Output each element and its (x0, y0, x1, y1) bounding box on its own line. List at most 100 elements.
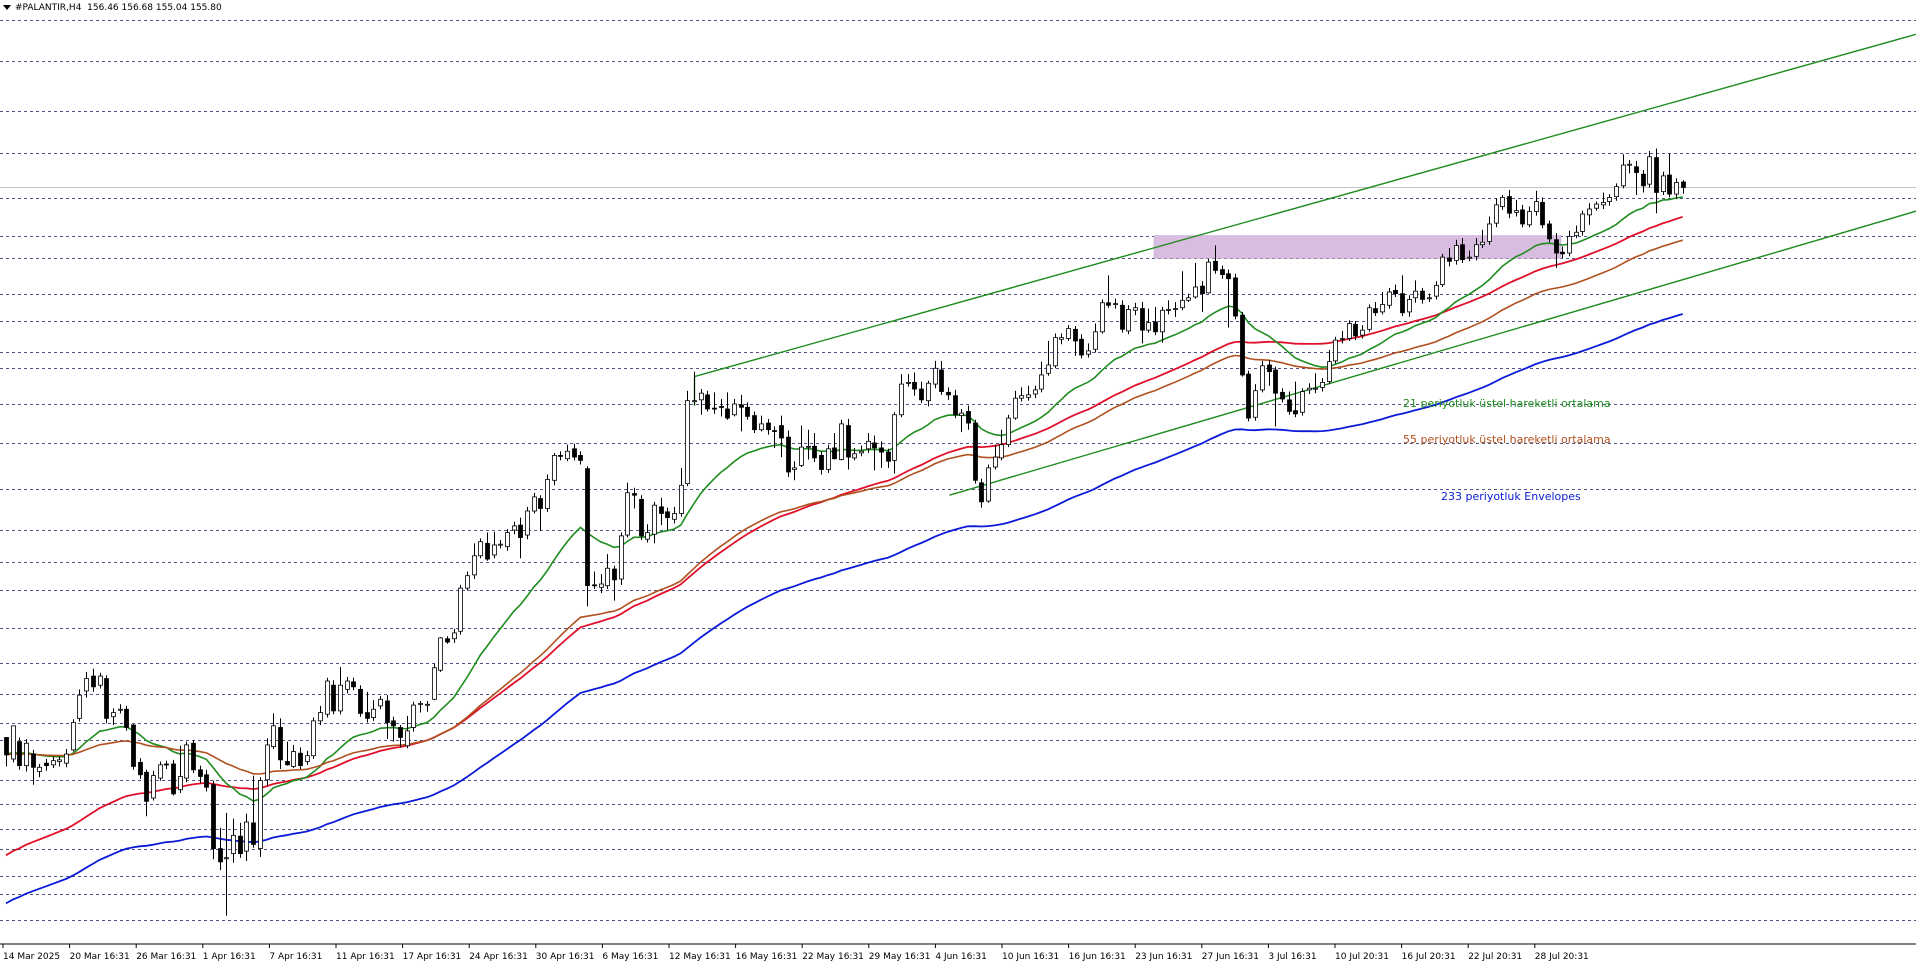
x-tick-label: 3 Jul 16:31 (1268, 952, 1316, 962)
candle-bull (111, 712, 116, 718)
candle-bull (1627, 163, 1632, 166)
candle-bull (993, 456, 998, 468)
candle-bull (1046, 364, 1051, 374)
candle-bull (1607, 197, 1612, 202)
envelopes (5, 215, 1683, 905)
candle-bear (1447, 257, 1452, 262)
candle-bear (872, 442, 877, 449)
candle-bear (752, 415, 757, 431)
candle-bull (926, 382, 931, 402)
candle-bear (1120, 304, 1125, 330)
candle-bear (705, 394, 710, 410)
candle-bull (425, 703, 430, 706)
candles (4, 148, 1686, 916)
candle-bull (291, 751, 296, 767)
candle-bull (512, 525, 517, 531)
envelope-upper-line (5, 215, 1683, 857)
candle-bull (806, 445, 811, 448)
dropdown-triangle-icon[interactable] (3, 5, 11, 10)
candle-bull (625, 492, 630, 536)
x-tick-label: 16 May 16:31 (736, 952, 798, 962)
candle-bull (1186, 297, 1191, 301)
candle-bull (1567, 236, 1572, 254)
candle-bear (1560, 251, 1565, 255)
candle-bear (1293, 410, 1298, 415)
candle-bear (1400, 293, 1405, 314)
candle-bear (91, 675, 96, 688)
candle-bull (505, 532, 510, 548)
candle-bull (37, 766, 42, 772)
x-tick-label: 6 May 16:31 (602, 952, 658, 962)
candle-bear (251, 822, 256, 845)
candle-bull (1100, 302, 1105, 333)
candle-bull (1380, 304, 1385, 313)
candle-bull (244, 821, 249, 852)
candle-bear (485, 542, 490, 560)
candle-bull (98, 675, 103, 686)
candle-bear (739, 404, 744, 408)
candle-bull (118, 708, 123, 711)
candle-bull (1587, 208, 1592, 216)
candle-bear (665, 511, 670, 519)
candle-bear (1073, 328, 1078, 342)
x-tick-label: 24 Apr 16:31 (469, 952, 528, 962)
x-tick-label: 22 May 16:31 (802, 952, 864, 962)
candle-bear (966, 411, 971, 424)
candle-bear (1654, 157, 1659, 193)
x-tick-label: 7 Apr 16:31 (269, 952, 322, 962)
candle-bull (1313, 387, 1318, 390)
candle-bear (772, 430, 777, 432)
moving-averages (5, 196, 1683, 802)
candle-bull (839, 423, 844, 460)
candle-bear (585, 468, 590, 587)
candle-bull (1133, 307, 1138, 311)
candle-bear (612, 568, 617, 581)
candle-bear (1079, 338, 1084, 356)
x-tick-label: 11 Apr 16:31 (336, 952, 395, 962)
candle-bull (826, 448, 831, 470)
candle-bull (525, 510, 530, 536)
candle-bull (1013, 397, 1018, 419)
candle-bull (1454, 245, 1459, 261)
candle-bull (692, 400, 697, 403)
candle-bull (899, 383, 904, 416)
candle-bull (465, 575, 470, 589)
candle-bear (832, 447, 837, 460)
candle-bear (191, 742, 196, 771)
candle-bear (1233, 277, 1238, 317)
ema21-label: 21 periyotluk üstel hareketli ortalama (1403, 397, 1611, 410)
candle-bull (492, 544, 497, 556)
candle-bear (391, 720, 396, 727)
candle-bear (819, 455, 824, 470)
candle-bull (418, 703, 423, 705)
candle-bear (104, 678, 109, 719)
x-tick-label: 29 May 16:31 (869, 952, 931, 962)
candle-bear (558, 455, 563, 457)
candle-bull (799, 446, 804, 466)
candle-bear (572, 448, 577, 458)
candle-bull (933, 367, 938, 385)
chart-header: #PALANTIR,H4 156.46 156.68 155.04 155.80 (3, 3, 222, 13)
candle-bear (44, 762, 49, 767)
ema55-label: 55 periyotluk üstel hareketli ortalama (1403, 433, 1611, 446)
x-tick-label: 30 Apr 16:31 (536, 952, 595, 962)
candle-bull (699, 392, 704, 401)
candle-bull (1146, 322, 1151, 331)
candle-bull (1166, 309, 1171, 311)
candle-bull (1053, 337, 1058, 367)
candle-bull (77, 694, 82, 719)
candle-bear (1540, 202, 1545, 226)
candle-bull (1206, 261, 1211, 294)
candle-bull (1474, 244, 1479, 257)
candle-bull (1427, 297, 1432, 300)
candle-bull (1126, 309, 1131, 332)
candle-bull (57, 759, 62, 762)
candle-bull (545, 479, 550, 509)
candle-bull (345, 680, 350, 690)
candle-bull (1113, 303, 1118, 306)
candle-bull (1059, 337, 1064, 340)
grid-levels (0, 20, 1916, 921)
x-tick-label: 28 Jul 20:31 (1535, 952, 1589, 962)
